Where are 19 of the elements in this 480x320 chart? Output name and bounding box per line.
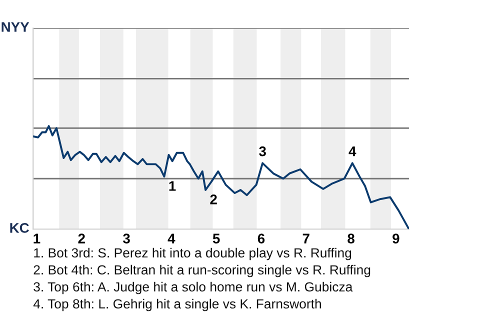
x-tick-label: 2: [78, 234, 85, 244]
annotation: 1: [169, 181, 176, 191]
x-tick-label: 1: [34, 234, 40, 244]
x-tick-label: 5: [212, 234, 220, 244]
text: NYY: [2, 22, 30, 32]
x-tick-label: 3: [122, 234, 130, 244]
x-tick-label: 9: [392, 234, 400, 244]
x-tick-label: 6: [258, 234, 265, 244]
x-tick-label: 4: [168, 234, 176, 244]
text: KC: [10, 223, 29, 233]
annotation: 3: [259, 146, 266, 156]
x-tick-label: 7: [302, 234, 310, 244]
x-tick-label: 8: [348, 234, 354, 244]
text: 2. Bot 4th: C. Beltran hit a run-scoring single vs R. Ruffing: [34, 264, 370, 278]
annotation: 4: [348, 146, 356, 156]
text: 3. Top 6th: A. Judge hit a solo home run vs M. Gubicza: [34, 282, 353, 294]
text: 4. Top 8th: L. Gehrig hit a single vs K. Farnsworth: [33, 298, 321, 312]
annotation: 2: [210, 194, 217, 204]
text: 1. Bot 3rd: S. Perez hit into a double play vs R. Ruffing: [34, 248, 352, 260]
